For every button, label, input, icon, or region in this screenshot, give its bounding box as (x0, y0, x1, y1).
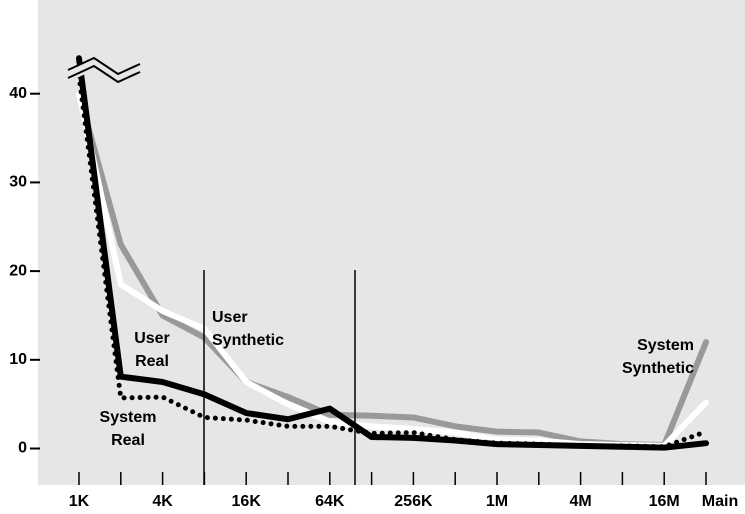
series-label: System Synthetic (621, 337, 694, 377)
series-line (76, 55, 709, 451)
x-tick-label: 16M (649, 493, 680, 510)
y-tick-label: 20 (9, 262, 27, 279)
x-tick-label: 1M (486, 493, 508, 510)
x-tick-label: 4M (569, 493, 591, 510)
series-label: User Synthetic (212, 309, 285, 349)
y-tick-label: 0 (18, 440, 27, 457)
plot-area (38, 0, 745, 485)
series-line (76, 73, 709, 450)
x-tick-label: 64K (315, 493, 345, 510)
y-tick-label: 10 (9, 351, 27, 368)
x-tick-label: 4K (152, 493, 173, 510)
axis-break (67, 56, 141, 86)
x-tick-label: 256K (394, 493, 433, 510)
x-tick-label: 1K (69, 493, 90, 510)
x-tick-label: Main (702, 493, 738, 510)
y-tick-label: 40 (9, 85, 27, 102)
series-label: System Real (99, 409, 157, 449)
series-label: User Real (134, 330, 170, 370)
x-tick-label: 16K (232, 493, 262, 510)
y-tick-label: 30 (9, 174, 27, 191)
